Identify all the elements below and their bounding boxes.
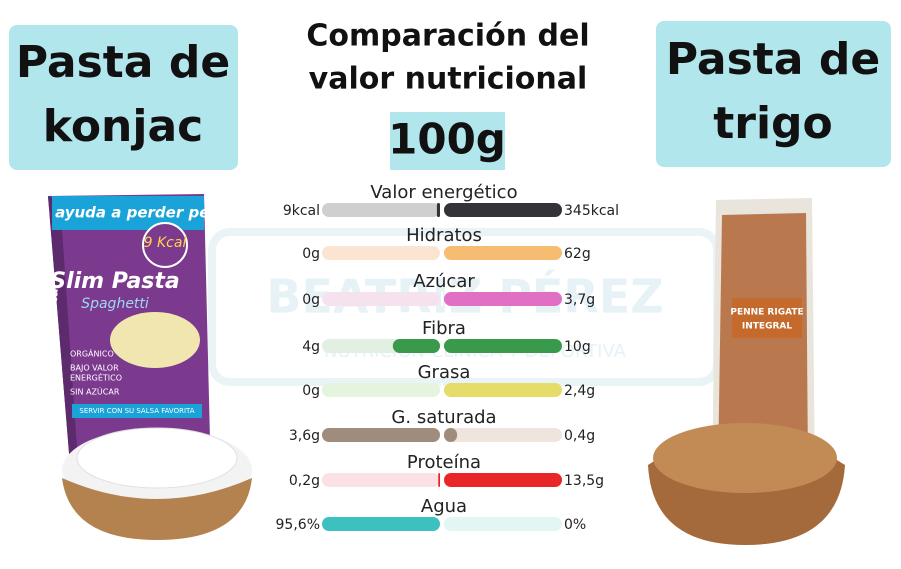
track (444, 517, 562, 531)
package-text: BAJO VALOR (70, 364, 119, 373)
value-label: 4g (302, 339, 320, 355)
value-label: 345kcal (564, 203, 619, 219)
bar (444, 473, 562, 487)
subtitle-box (390, 112, 505, 170)
package-text: #SlimPasta (42, 288, 61, 372)
package-text: SIN AZÚCAR (70, 386, 120, 397)
package-text: PENNE RIGATE (730, 308, 803, 318)
value-label: 0g (302, 292, 320, 308)
value-label: 0g (302, 383, 320, 399)
bar (444, 246, 562, 260)
value-label: 0,2g (289, 473, 320, 489)
value-label: 13,5g (564, 473, 604, 489)
bar (444, 339, 562, 353)
chart-title: Comparación del (306, 19, 589, 54)
bar (444, 292, 562, 306)
bar (322, 517, 440, 531)
value-label: 3,6g (289, 428, 320, 444)
value-label: 95,6% (276, 517, 320, 533)
package-text: Spaghetti (81, 296, 149, 312)
legend-left: konjac (43, 101, 204, 152)
category-label: Proteína (407, 452, 481, 473)
category-label: Hidratos (406, 225, 482, 246)
value-label: 62g (564, 246, 591, 262)
bar (444, 428, 458, 442)
package-text: Slim Pasta (50, 269, 180, 294)
value-label: 2,4g (564, 383, 595, 399)
track (444, 428, 562, 442)
track (322, 383, 440, 397)
package-text: SERVIR CON SU SALSA FAVORITA (79, 407, 194, 415)
category-label: Grasa (418, 362, 471, 383)
bar (444, 383, 562, 397)
category-label: Fibra (422, 318, 466, 339)
konjac-image: Te ayuda a perder peso 9 Kcal Slim Pasta… (31, 194, 252, 540)
category-label: G. saturada (391, 407, 496, 428)
value-label: 0% (564, 517, 586, 533)
legend-left: Pasta de (16, 37, 230, 88)
track (322, 246, 440, 260)
track (322, 292, 440, 306)
category-label: Agua (421, 496, 467, 517)
value-label: 0,4g (564, 428, 595, 444)
value-label: 3,7g (564, 292, 595, 308)
value-label: 0g (302, 246, 320, 262)
package-text: Te ayuda a perder peso (31, 204, 228, 222)
chart-subtitle: 100g (388, 115, 506, 164)
bar (322, 428, 440, 442)
value-label: 9kcal (283, 203, 320, 219)
package-text: INTEGRAL (742, 322, 792, 332)
track (322, 203, 440, 217)
bar (392, 339, 440, 353)
bar (438, 473, 440, 487)
category-label: Azúcar (413, 271, 475, 292)
header-box (9, 25, 238, 170)
package-text: ORGÁNICO (70, 348, 114, 359)
legend-right: Pasta de (666, 34, 880, 85)
wheat-image: PENNE RIGATE INTEGRAL (648, 198, 845, 545)
package-text: ENERGÉTICO (70, 372, 122, 383)
category-label: Valor energético (370, 182, 517, 203)
bar (444, 203, 562, 217)
bar (436, 203, 440, 217)
chart-title: valor nutricional (309, 62, 588, 97)
track (322, 473, 440, 487)
header-box (656, 21, 891, 167)
package-text: 9 Kcal (144, 235, 187, 251)
value-label: 10g (564, 339, 591, 355)
legend-right: trigo (713, 98, 833, 149)
